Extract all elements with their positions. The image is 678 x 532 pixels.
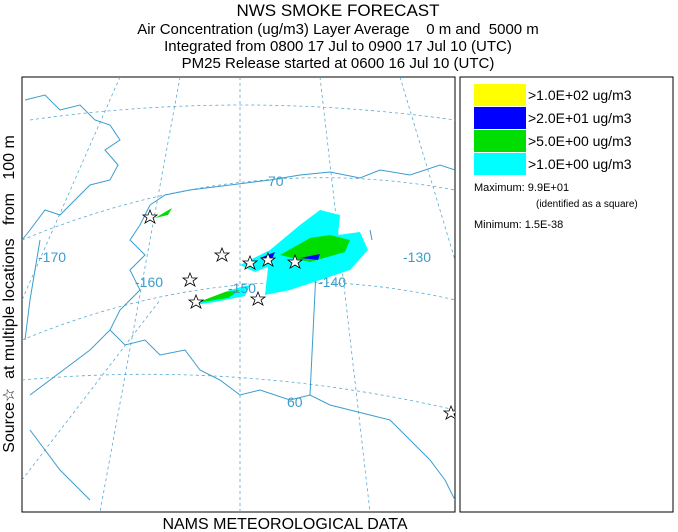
maximum: Maximum: 9.9E+01 (474, 182, 569, 194)
coastline (29, 204, 455, 501)
legend-swatch (474, 107, 526, 129)
coastline (22, 94, 121, 241)
map-label: 60 (287, 394, 303, 410)
map-label: -140 (318, 274, 346, 290)
map-label: 70 (268, 173, 284, 189)
legend-swatch (474, 130, 526, 152)
legend-label: >1.0E+02 ug/m3 (528, 87, 632, 103)
source-stars (141, 208, 455, 420)
title: NWS SMOKE FORECAST (236, 1, 439, 20)
map-label: -130 (403, 249, 431, 265)
legend-label: >2.0E+01 ug/m3 (528, 110, 632, 126)
map-label: -160 (135, 274, 163, 290)
side-label: Source☆ at multiple locations from 100 m (1, 135, 18, 453)
graticule (22, 104, 455, 411)
legend-frame (459, 76, 674, 513)
legend-label: >5.0E+00 ug/m3 (528, 133, 632, 149)
subtitle: Integrated from 0800 17 Jul to 0900 17 J… (164, 38, 512, 55)
smoke-plume (155, 208, 368, 305)
map-label: -150 (228, 280, 256, 296)
coastline (149, 164, 455, 206)
maximum-note: (identified as a square) (536, 199, 638, 210)
map: -170 -160 -150 -140 -130 70 60 (21, 76, 456, 513)
legend-label: >1.0E+00 ug/m3 (528, 156, 632, 172)
subtitle: PM25 Release started at 0600 16 Jul 10 (… (182, 55, 495, 72)
subtitle: Air Concentration (ug/m3) Layer Average … (137, 21, 539, 38)
minimum: Minimum: 1.5E-38 (474, 219, 563, 231)
footer: NAMS METEOROLOGICAL DATA (162, 516, 407, 532)
legend-swatch (474, 84, 526, 106)
legend: >1.0E+02 ug/m3 >2.0E+01 ug/m3 >5.0E+00 ug/… (474, 84, 632, 175)
coastline (24, 239, 91, 501)
legend-swatch (474, 153, 526, 175)
map-label: -170 (38, 249, 66, 265)
